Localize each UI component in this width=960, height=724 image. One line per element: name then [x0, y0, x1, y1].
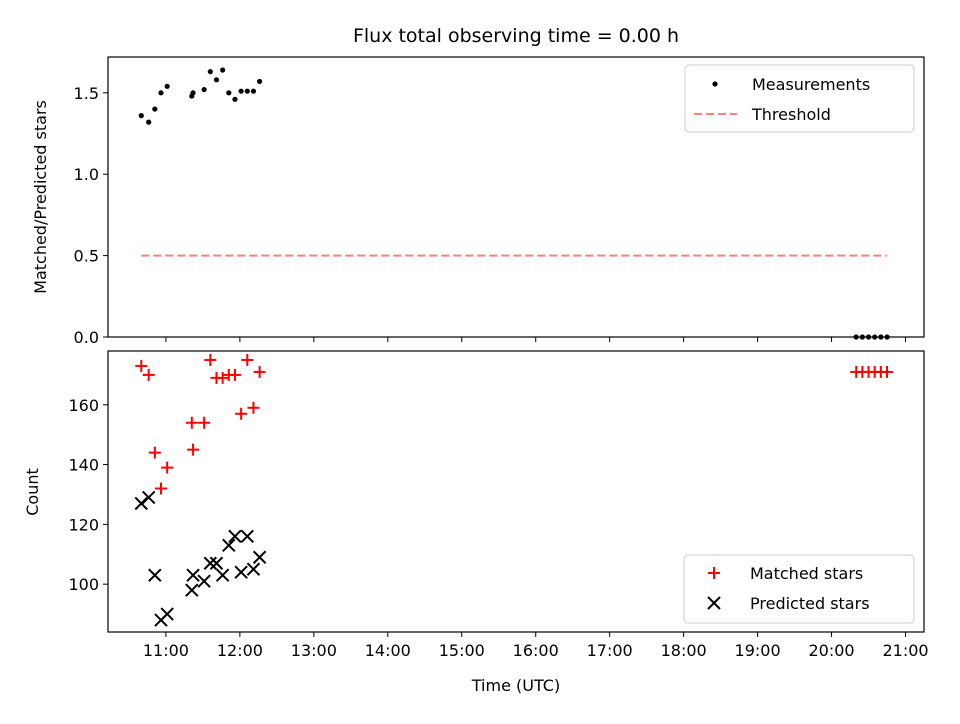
x-tick-label: 19:00: [735, 641, 781, 660]
bottom-y-tick-label: 120: [68, 515, 99, 534]
x-tick-label: 16:00: [513, 641, 559, 660]
predicted-star-point: [215, 568, 230, 582]
predicted-star-point: [222, 538, 236, 553]
bottom-y-tick-label: 100: [68, 575, 99, 594]
measurement-point: [146, 119, 152, 125]
bottom-y-tick-label: 140: [68, 456, 99, 475]
predicted-star-point: [209, 556, 224, 570]
measurement-point: [244, 88, 250, 94]
x-tick-label: 12:00: [217, 641, 263, 660]
x-tick-label: 20:00: [808, 641, 854, 660]
x-tick-label: 21:00: [882, 641, 928, 660]
matched-star-point: [135, 359, 148, 372]
measurement-point: [257, 78, 263, 85]
legend-predicted-label: Predicted stars: [750, 594, 870, 613]
predicted-star-point: [246, 562, 261, 576]
matched-star-point: [204, 353, 217, 366]
measurement-point: [226, 90, 232, 96]
matched-star-point: [253, 365, 266, 378]
matched-star-point: [247, 401, 260, 414]
top-panel: 0.0 0.5 1.0 1.5 Matched/Predicted stars Mea…: [31, 56, 925, 347]
predicted-star-point: [203, 556, 218, 570]
legend-measurements-marker: [712, 81, 718, 87]
bottom-y-axis-label: Count: [23, 468, 42, 516]
predicted-star-point: [141, 490, 156, 505]
matched-star-point: [216, 371, 229, 384]
predicted-star-point: [160, 607, 174, 621]
measurement-point: [158, 90, 164, 96]
top-y-ticks: 0.0 0.5 1.0 1.5: [74, 84, 108, 347]
measurement-point: [238, 88, 244, 94]
x-tick-label: 18:00: [661, 641, 707, 660]
measurement-point: [232, 96, 238, 102]
bottom-legend-box: [683, 554, 915, 624]
x-tick-label: 14:00: [365, 641, 411, 660]
matched-star-point: [235, 407, 248, 420]
matched-star-point: [228, 368, 241, 381]
predicted-star-point: [148, 568, 162, 582]
predicted-star-point: [186, 568, 200, 582]
matched-star-point: [155, 482, 168, 495]
top-legend-box: [684, 64, 915, 133]
measurement-point: [152, 106, 158, 112]
measurement-point: [138, 113, 144, 119]
predicted-star-point: [134, 496, 148, 511]
matched-star-point: [148, 446, 161, 459]
x-axis-label: Time (UTC): [471, 676, 560, 695]
measurement-point: [201, 86, 207, 93]
matched-star-point: [198, 416, 211, 429]
predicted-star-point: [252, 550, 267, 564]
measurement-point: [207, 69, 213, 75]
top-y-tick-label: 0.0: [74, 328, 99, 347]
matched-star-point: [881, 365, 894, 378]
bottom-series: [134, 353, 894, 627]
top-y-axis-label: Matched/Predicted stars: [31, 100, 50, 294]
top-y-tick-label: 0.5: [74, 247, 99, 266]
top-y-tick-label: 1.5: [74, 84, 99, 103]
x-tick-label: 15:00: [439, 641, 485, 660]
top-legend: Measurements Threshold: [684, 64, 915, 133]
measurement-point: [220, 67, 226, 73]
matched-star-point: [142, 368, 155, 381]
predicted-star-point: [197, 574, 211, 588]
predicted-star-point: [234, 565, 248, 579]
measurement-point: [164, 83, 170, 89]
bottom-y-ticks: 100 120 140 160: [68, 396, 108, 594]
chart-title: Flux total observing time = 0.00 h: [353, 25, 679, 47]
matched-star-point: [161, 461, 174, 474]
predicted-star-point: [240, 529, 254, 544]
top-y-tick-label: 1.0: [74, 165, 99, 184]
predicted-star-point: [185, 583, 199, 597]
measurement-point: [190, 90, 196, 96]
measurement-point: [250, 88, 257, 94]
legend-predicted-marker: [707, 596, 721, 610]
top-plot-frame: [107, 56, 925, 338]
bottom-legend: Matched stars Predicted stars: [683, 554, 915, 624]
bottom-x-ticks: 11:00 12:00 13:00 14:00 15:00 16:00 17:00 18:00…: [143, 632, 929, 660]
legend-threshold-label: Threshold: [751, 105, 831, 124]
legend-measurements-label: Measurements: [752, 75, 870, 94]
matched-star-point: [185, 416, 198, 429]
x-tick-label: 11:00: [143, 641, 189, 660]
x-tick-label: 13:00: [291, 641, 337, 660]
bottom-plot-frame: [107, 350, 925, 633]
measurement-point: [213, 77, 220, 83]
matched-star-point: [187, 443, 200, 456]
bottom-panel: 100 120 140 160 11:00 12:00 13:00 14:00 15:00 16…: [23, 350, 929, 695]
matched-star-point: [241, 353, 254, 366]
top-x-ticks: [165, 337, 907, 342]
legend-matched-label: Matched stars: [750, 564, 863, 583]
predicted-star-point: [228, 529, 242, 544]
bottom-y-tick-label: 160: [68, 396, 99, 415]
x-tick-label: 17:00: [587, 641, 633, 660]
legend-matched-marker: [708, 567, 720, 579]
